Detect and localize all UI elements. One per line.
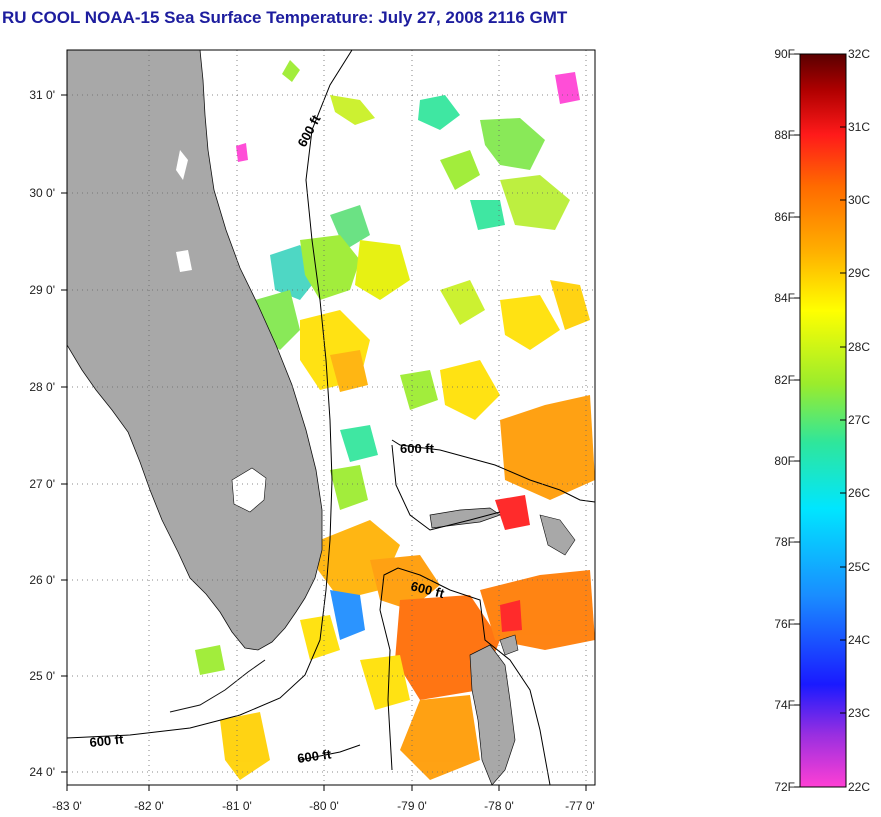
lat-tick-label: 30 0'	[29, 186, 55, 200]
lat-tick-label: 29 0'	[29, 283, 55, 297]
isobath-label-bahamas: 600 ft	[400, 441, 435, 456]
isobaths	[67, 50, 595, 785]
colorbar-f-label: 74F	[774, 698, 795, 712]
lon-tick-label: -77 0'	[565, 799, 595, 813]
colorbar-f-label: 90F	[774, 47, 795, 61]
lon-tick-label: -79 0'	[397, 799, 427, 813]
isobath-label-southeast: 600 ft	[296, 746, 332, 766]
map-frame	[66, 49, 596, 786]
lat-tick-label: 26 0'	[29, 573, 55, 587]
colorbar-c-label: 24C	[848, 633, 870, 647]
andros-island	[469, 644, 516, 785]
lat-tick-label: 24 0'	[29, 765, 55, 779]
lat-tick-label: 27 0'	[29, 477, 55, 491]
map-area: 600 ft 600 ft 600 ft 600 ft 600 ft	[67, 50, 595, 785]
graticule	[67, 50, 595, 785]
lon-tick-label: -82 0'	[134, 799, 164, 813]
page-title: RU COOL NOAA-15 Sea Surface Temperature:…	[2, 8, 568, 27]
colorbar-f-label: 86F	[774, 210, 795, 224]
colorbar-f-label: 72F	[774, 780, 795, 794]
colorbar-f-label: 80F	[774, 454, 795, 468]
colorbar-c-label: 25C	[848, 560, 870, 574]
colorbar-c-label: 27C	[848, 413, 870, 427]
colorbar: 90F 88F 86F 84F 82F 80F 78F 76F 74F 72F …	[774, 47, 870, 794]
colorbar-c-label: 28C	[848, 340, 870, 354]
colorbar-c-label: 26C	[848, 486, 870, 500]
colorbar-f-label: 88F	[774, 128, 795, 142]
colorbar-c-label: 22C	[848, 780, 870, 794]
colorbar-c-label: 32C	[848, 47, 870, 61]
colorbar-c-label: 29C	[848, 266, 870, 280]
colorbar-c-label: 30C	[848, 193, 870, 207]
colorbar-f-label: 84F	[774, 291, 795, 305]
lake-okeechobee	[231, 467, 267, 513]
bahamas-land	[429, 507, 501, 529]
lat-tick-label: 28 0'	[29, 380, 55, 394]
isobath-label-west: 600 ft	[89, 731, 125, 750]
colorbar-c-label: 31C	[848, 120, 870, 134]
colorbar-f-label: 76F	[774, 617, 795, 631]
colorbar-f-label: 78F	[774, 535, 795, 549]
lat-tick-labels: 31 0' 30 0' 29 0' 28 0' 27 0' 26 0' 25 0…	[29, 88, 55, 779]
lon-tick-label: -83 0'	[52, 799, 82, 813]
lon-tick-label: -78 0'	[484, 799, 514, 813]
colorbar-c-label: 23C	[848, 706, 870, 720]
lon-tick-label: -80 0'	[309, 799, 339, 813]
lat-tick-label: 25 0'	[29, 669, 55, 683]
lat-tick-label: 31 0'	[29, 88, 55, 102]
colorbar-gradient	[799, 53, 847, 788]
lon-tick-labels: -83 0' -82 0' -81 0' -80 0' -79 0' -78 0…	[52, 799, 595, 813]
lon-tick-label: -81 0'	[222, 799, 252, 813]
colorbar-f-label: 82F	[774, 373, 795, 387]
